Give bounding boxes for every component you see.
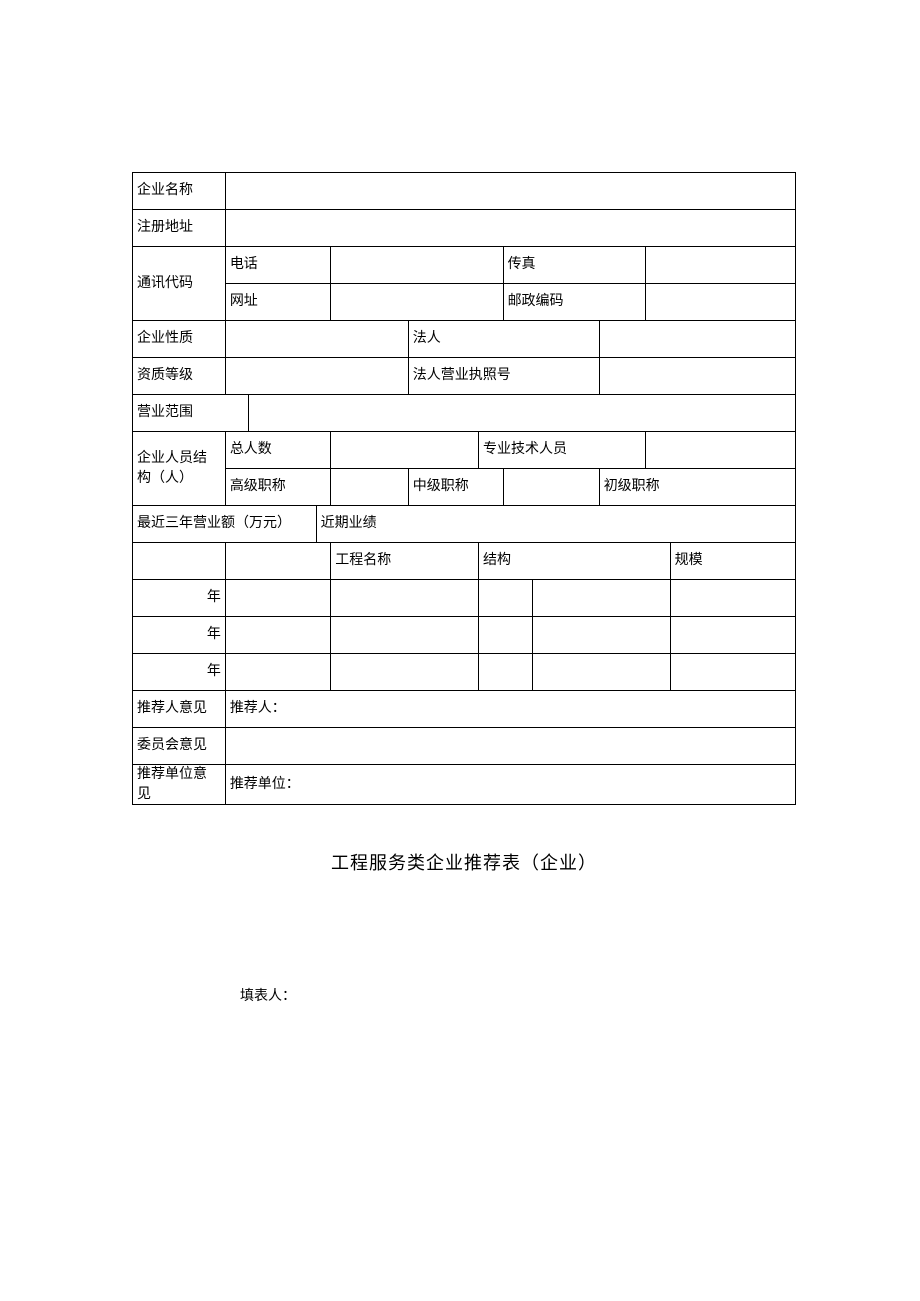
label-reg-address: 注册地址 [133, 210, 226, 247]
value-senior[interactable] [331, 469, 409, 506]
label-phone: 电话 [225, 247, 330, 284]
value-unit[interactable]: 推荐单位： [225, 765, 795, 805]
scale-y3[interactable] [670, 654, 795, 691]
value-qualification[interactable] [225, 358, 408, 395]
label-junior-title: 初级职称 [599, 469, 795, 506]
label-staff-structure: 企业人员结构（人） [133, 432, 226, 506]
structure-y1b[interactable] [533, 580, 670, 617]
value-total-count[interactable] [331, 432, 479, 469]
label-recent-perf: 近期业绩 [316, 506, 795, 543]
scale-y2[interactable] [670, 617, 795, 654]
perf-head-blank2 [225, 543, 330, 580]
project-y1[interactable] [331, 580, 479, 617]
structure-y1a[interactable] [479, 580, 533, 617]
structure-y2a[interactable] [479, 617, 533, 654]
value-legal-person[interactable] [599, 321, 795, 358]
label-scope: 营业范围 [133, 395, 249, 432]
year-row-2[interactable]: 年 [133, 617, 226, 654]
label-recommender-opinion: 推荐人意见 [133, 691, 226, 728]
label-technicians: 专业技术人员 [479, 432, 646, 469]
label-license-no: 法人营业执照号 [408, 358, 599, 395]
value-mid[interactable] [503, 469, 599, 506]
page-title: 工程服务类企业推荐表（企业） [132, 849, 796, 875]
label-fax: 传真 [503, 247, 646, 284]
value-postcode[interactable] [646, 284, 796, 321]
structure-y2b[interactable] [533, 617, 670, 654]
label-unit-opinion: 推荐单位意见 [133, 765, 226, 805]
value-company-name[interactable] [225, 173, 795, 210]
label-company-name: 企业名称 [133, 173, 226, 210]
label-comm-code: 通讯代码 [133, 247, 226, 321]
turnover-y1[interactable] [225, 580, 330, 617]
label-project-name: 工程名称 [331, 543, 479, 580]
value-company-type[interactable] [225, 321, 408, 358]
page: 企业名称 注册地址 通讯代码 电话 传真 网址 邮政编码 企业性质 法人 资质等… [0, 0, 920, 1301]
label-qualification: 资质等级 [133, 358, 226, 395]
value-website[interactable] [331, 284, 503, 321]
value-technicians[interactable] [646, 432, 796, 469]
filler-label: 填表人： [132, 985, 796, 1005]
scale-y1[interactable] [670, 580, 795, 617]
year-row-3[interactable]: 年 [133, 654, 226, 691]
label-website: 网址 [225, 284, 330, 321]
label-scale: 规模 [670, 543, 795, 580]
turnover-y3[interactable] [225, 654, 330, 691]
label-committee-opinion: 委员会意见 [133, 728, 226, 765]
label-mid-title: 中级职称 [408, 469, 503, 506]
project-y3[interactable] [331, 654, 479, 691]
value-recommender[interactable]: 推荐人： [225, 691, 795, 728]
value-scope[interactable] [249, 395, 796, 432]
value-reg-address[interactable] [225, 210, 795, 247]
label-recent-turnover: 最近三年营业额（万元） [133, 506, 317, 543]
value-fax[interactable] [646, 247, 796, 284]
year-row-1[interactable]: 年 [133, 580, 226, 617]
value-license-no[interactable] [599, 358, 795, 395]
label-company-type: 企业性质 [133, 321, 226, 358]
recommendation-form-table: 企业名称 注册地址 通讯代码 电话 传真 网址 邮政编码 企业性质 法人 资质等… [132, 172, 796, 805]
label-structure: 结构 [479, 543, 671, 580]
structure-y3a[interactable] [479, 654, 533, 691]
turnover-y2[interactable] [225, 617, 330, 654]
value-committee[interactable] [225, 728, 795, 765]
value-phone[interactable] [331, 247, 503, 284]
label-senior-title: 高级职称 [225, 469, 330, 506]
perf-head-blank [133, 543, 226, 580]
label-legal-person: 法人 [408, 321, 599, 358]
structure-y3b[interactable] [533, 654, 670, 691]
label-total-count: 总人数 [225, 432, 330, 469]
project-y2[interactable] [331, 617, 479, 654]
label-postcode: 邮政编码 [503, 284, 646, 321]
